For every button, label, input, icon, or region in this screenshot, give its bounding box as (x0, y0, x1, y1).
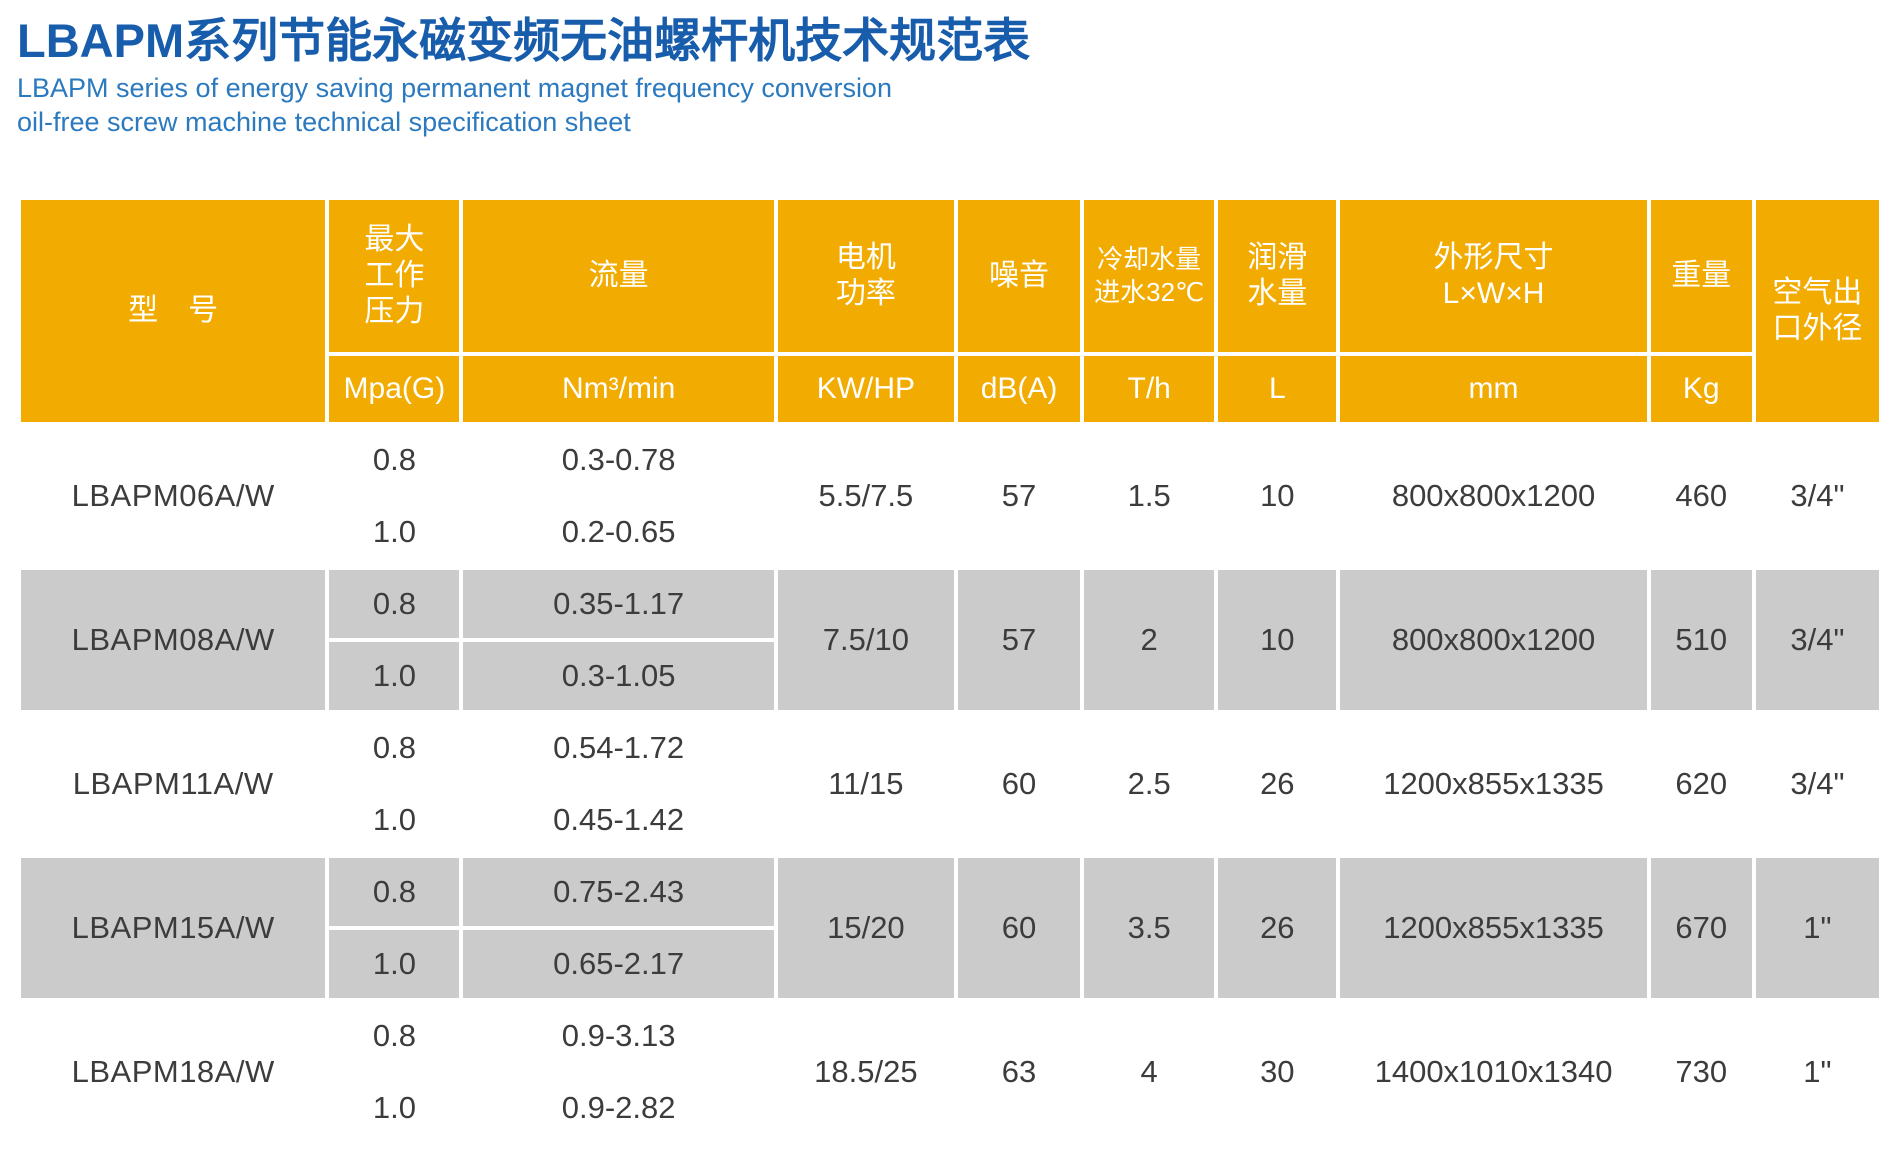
cell-pressure-high: 0.8 (329, 425, 460, 494)
cell-lube-water: 30 (1218, 1001, 1337, 1142)
cell-weight: 620 (1650, 713, 1752, 854)
cell-noise: 60 (957, 857, 1081, 998)
unit-noise: dB(A) (957, 355, 1081, 422)
cell-noise: 57 (957, 425, 1081, 566)
cell-model: LBAPM06A/W (21, 425, 326, 566)
cell-pressure-low: 1.0 (329, 929, 460, 998)
cell-noise: 57 (957, 569, 1081, 710)
cell-flow-low: 0.45-1.42 (463, 785, 774, 854)
header-lube-water: 润滑 水量 (1218, 199, 1337, 352)
cell-pressure-high: 0.8 (329, 569, 460, 638)
cell-air-outlet: 1" (1755, 857, 1879, 998)
cell-model: LBAPM18A/W (21, 1001, 326, 1142)
header-max-pressure: 最大 工作 压力 (329, 199, 460, 352)
unit-flow: Nm³/min (463, 355, 774, 422)
table-row: LBAPM18A/W 0.8 0.9-3.13 18.5/25 63 4 30 … (21, 1001, 1879, 1142)
table-row: LBAPM08A/W 0.8 0.35-1.17 7.5/10 57 2 10 … (21, 569, 1879, 710)
header-motor-power: 电机 功率 (777, 199, 954, 352)
header-model: 型 号 (21, 199, 326, 422)
unit-pressure: Mpa(G) (329, 355, 460, 422)
cell-flow-low: 0.2-0.65 (463, 497, 774, 566)
cell-cooling-water: 4 (1084, 1001, 1215, 1142)
cell-lube-water: 10 (1218, 425, 1337, 566)
page-title: LBAPM系列节能永磁变频无油螺杆机技术规范表 (17, 14, 1031, 67)
cell-flow-low: 0.65-2.17 (463, 929, 774, 998)
table-row-sub: 1.0 0.45-1.42 (21, 785, 1879, 854)
cell-motor-power: 7.5/10 (777, 569, 954, 710)
table-row: LBAPM11A/W 0.8 0.54-1.72 11/15 60 2.5 26… (21, 713, 1879, 854)
unit-lube-water: L (1218, 355, 1337, 422)
cell-air-outlet: 3/4" (1755, 569, 1879, 710)
cell-dimensions: 1200x855x1335 (1340, 857, 1647, 998)
cell-pressure-low: 1.0 (329, 497, 460, 566)
table-row: LBAPM06A/W 0.8 0.3-0.78 5.5/7.5 57 1.5 1… (21, 425, 1879, 566)
cell-motor-power: 5.5/7.5 (777, 425, 954, 566)
cell-flow-low: 0.9-2.82 (463, 1073, 774, 1142)
cell-flow-low: 0.3-1.05 (463, 641, 774, 710)
header-flow: 流量 (463, 199, 774, 352)
cell-air-outlet: 1" (1755, 1001, 1879, 1142)
cell-model: LBAPM08A/W (21, 569, 326, 710)
header-row-units: Mpa(G) Nm³/min KW/HP dB(A) T/h L mm Kg (21, 355, 1879, 422)
table-row-sub: 1.0 0.3-1.05 (21, 641, 1879, 710)
subtitle-line-2: oil-free screw machine technical specifi… (17, 106, 631, 137)
cell-flow-high: 0.35-1.17 (463, 569, 774, 638)
cell-dimensions: 800x800x1200 (1340, 425, 1647, 566)
cell-lube-water: 26 (1218, 857, 1337, 998)
cell-weight: 460 (1650, 425, 1752, 566)
cell-flow-high: 0.3-0.78 (463, 425, 774, 494)
cell-cooling-water: 2 (1084, 569, 1215, 710)
table-row-sub: 1.0 0.2-0.65 (21, 497, 1879, 566)
header-air-outlet: 空气出 口外径 (1755, 199, 1879, 422)
cell-model: LBAPM11A/W (21, 713, 326, 854)
cell-air-outlet: 3/4" (1755, 713, 1879, 854)
cell-flow-high: 0.9-3.13 (463, 1001, 774, 1070)
cell-noise: 63 (957, 1001, 1081, 1142)
title-block: LBAPM系列节能永磁变频无油螺杆机技术规范表 LBAPM series of … (0, 0, 1904, 140)
table-row-sub: 1.0 0.9-2.82 (21, 1073, 1879, 1142)
subtitle-line-1: LBAPM series of energy saving permanent … (17, 73, 892, 104)
cell-pressure-high: 0.8 (329, 857, 460, 926)
header-row-labels: 型 号 最大 工作 压力 流量 电机 功率 噪音 冷却水量 进水32℃ 润滑 (21, 199, 1879, 422)
page-subtitle: LBAPM series of energy saving permanent … (17, 72, 1904, 140)
cell-lube-water: 10 (1218, 569, 1337, 710)
cell-noise: 60 (957, 713, 1081, 854)
cell-pressure-low: 1.0 (329, 785, 460, 854)
table-row-sub: 1.0 0.65-2.17 (21, 929, 1879, 998)
unit-dimensions: mm (1340, 355, 1647, 422)
cell-pressure-high: 0.8 (329, 1001, 460, 1070)
cell-cooling-water: 2.5 (1084, 713, 1215, 854)
cell-motor-power: 11/15 (777, 713, 954, 854)
cell-weight: 730 (1650, 1001, 1752, 1142)
table-row: LBAPM15A/W 0.8 0.75-2.43 15/20 60 3.5 26… (21, 857, 1879, 998)
cell-cooling-water: 3.5 (1084, 857, 1215, 998)
cell-cooling-water: 1.5 (1084, 425, 1215, 566)
cell-dimensions: 1200x855x1335 (1340, 713, 1647, 854)
cell-flow-high: 0.75-2.43 (463, 857, 774, 926)
unit-motor-power: KW/HP (777, 355, 954, 422)
cell-weight: 670 (1650, 857, 1752, 998)
spec-table: 型 号 最大 工作 压力 流量 电机 功率 噪音 冷却水量 进水32℃ 润滑 (17, 196, 1883, 1146)
header-dimensions: 外形尺寸 L×W×H (1340, 199, 1647, 352)
header-cooling-water: 冷却水量 进水32℃ (1084, 199, 1215, 352)
cell-weight: 510 (1650, 569, 1752, 710)
header-noise: 噪音 (957, 199, 1081, 352)
cell-pressure-low: 1.0 (329, 1073, 460, 1142)
cell-flow-high: 0.54-1.72 (463, 713, 774, 782)
cell-dimensions: 1400x1010x1340 (1340, 1001, 1647, 1142)
cell-lube-water: 26 (1218, 713, 1337, 854)
cell-model: LBAPM15A/W (21, 857, 326, 998)
cell-motor-power: 18.5/25 (777, 1001, 954, 1142)
cell-pressure-high: 0.8 (329, 713, 460, 782)
cell-dimensions: 800x800x1200 (1340, 569, 1647, 710)
unit-cooling-water: T/h (1084, 355, 1215, 422)
unit-weight: Kg (1650, 355, 1752, 422)
cell-pressure-low: 1.0 (329, 641, 460, 710)
cell-air-outlet: 3/4" (1755, 425, 1879, 566)
cell-motor-power: 15/20 (777, 857, 954, 998)
header-weight: 重量 (1650, 199, 1752, 352)
